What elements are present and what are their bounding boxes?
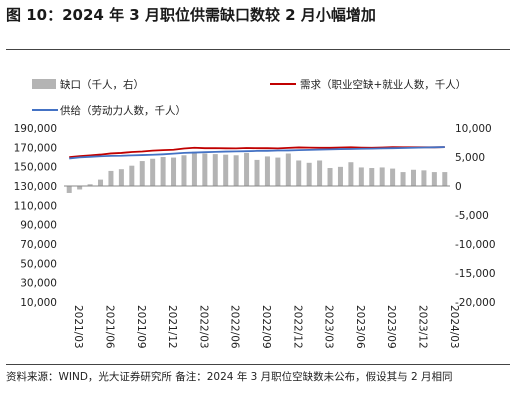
left-tick-label: 110,000 [14,200,57,212]
gap-bar [285,153,291,186]
x-tick-label: 2023/09 [385,305,397,349]
right-tick-label: 0 [455,181,462,193]
gap-bar [369,168,375,186]
gap-bar [108,170,114,186]
gap-bar [442,172,448,186]
gap-bar [98,179,104,186]
right-tick-label: -20,000 [455,297,496,309]
legend: 缺口（千人，右） 需求（职业空缺+就业人数，千人） 供给（劳动力人数，千人） [32,78,466,117]
gap-bar [139,161,145,186]
x-tick-label: 2021/06 [104,305,116,349]
gap-bar [223,154,229,186]
gap-bar [202,153,208,186]
x-tick-label: 2023/06 [354,305,366,349]
gap-bar [431,172,437,186]
gap-bar [306,162,312,186]
left-tick-label: 90,000 [20,220,57,232]
source-rule [6,364,510,365]
x-tick-label: 2021/03 [72,305,84,349]
source-note: 资料来源：WIND，光大证券研究所 备注：2024 年 3 月职位空缺数未公布，… [6,371,453,383]
gap-bar [337,166,343,186]
gap-bar [400,172,406,186]
x-tick-label: 2023/03 [323,305,335,349]
x-tick-label: 2024/03 [448,305,460,349]
left-tick-label: 130,000 [14,181,57,193]
right-tick-label: 10,000 [455,123,492,135]
gap-bar [317,160,323,186]
left-tick-label: 70,000 [20,239,57,251]
gap-bar [129,165,135,186]
left-tick-label: 150,000 [14,162,57,174]
gap-bar [87,184,93,186]
x-tick-label: 2022/06 [229,305,241,349]
gap-bar [118,169,124,186]
gap-bar [181,155,187,186]
right-axis: -20,000 -15,000 -10,000 -5,000 0 5,000 10,000 [455,123,496,309]
gap-bar [254,159,260,186]
gap-bar [66,186,72,193]
left-tick-label: 190,000 [14,123,57,135]
legend-label-gap: 缺口（千人，右） [60,78,144,91]
x-axis: 2021/03 2021/06 2021/09 2021/12 2022/03 2022/… [72,305,460,349]
title-rule [6,49,510,50]
left-tick-label: 30,000 [20,278,57,290]
gap-bar [171,157,177,186]
gap-bar [379,167,385,186]
gap-bar [233,155,239,186]
x-tick-label: 2021/09 [135,305,147,349]
gap-bar [421,170,427,186]
gap-bar [77,186,83,190]
x-tick-label: 2021/12 [166,305,178,349]
gap-bar [264,156,270,186]
gap-bar [327,168,333,186]
gap-bar [296,160,302,186]
gap-bar [410,169,416,186]
left-axis: 10,000 30,000 50,000 70,000 90,000 110,000 130… [14,123,57,309]
right-tick-label: -10,000 [455,239,496,251]
supply-line [69,146,445,160]
left-tick-label: 10,000 [20,297,57,309]
gap-bar [275,157,281,186]
gap-bars [66,151,448,193]
left-tick-label: 170,000 [14,142,57,154]
x-tick-label: 2022/12 [291,305,303,349]
gap-bar [358,167,364,186]
x-tick-label: 2022/03 [197,305,209,349]
gap-bar [390,168,396,186]
right-tick-label: -15,000 [455,268,496,280]
gap-bar [191,151,197,186]
gap-bar [244,152,250,186]
combo-chart: 缺口（千人，右） 需求（职业空缺+就业人数，千人） 供给（劳动力人数，千人） 1… [14,78,496,349]
legend-swatch-gap [32,79,56,89]
chart-title: 图 10：2024 年 3 月职位供需缺口数较 2 月小幅增加 [6,6,376,24]
legend-label-demand: 需求（职业空缺+就业人数，千人） [300,78,466,91]
right-tick-label: -5,000 [455,210,489,222]
gap-bar [348,162,354,186]
x-tick-label: 2022/09 [260,305,272,349]
x-tick-label: 2023/12 [416,305,428,349]
gap-bar [160,157,166,186]
left-tick-label: 50,000 [20,258,57,270]
right-tick-label: 5,000 [455,152,485,164]
legend-label-supply: 供给（劳动力人数，千人） [60,104,186,117]
gap-bar [150,158,156,186]
gap-bar [212,154,218,186]
